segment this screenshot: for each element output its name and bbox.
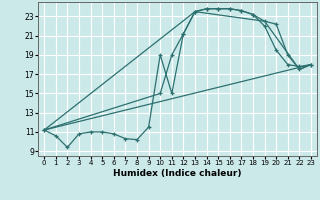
- X-axis label: Humidex (Indice chaleur): Humidex (Indice chaleur): [113, 169, 242, 178]
